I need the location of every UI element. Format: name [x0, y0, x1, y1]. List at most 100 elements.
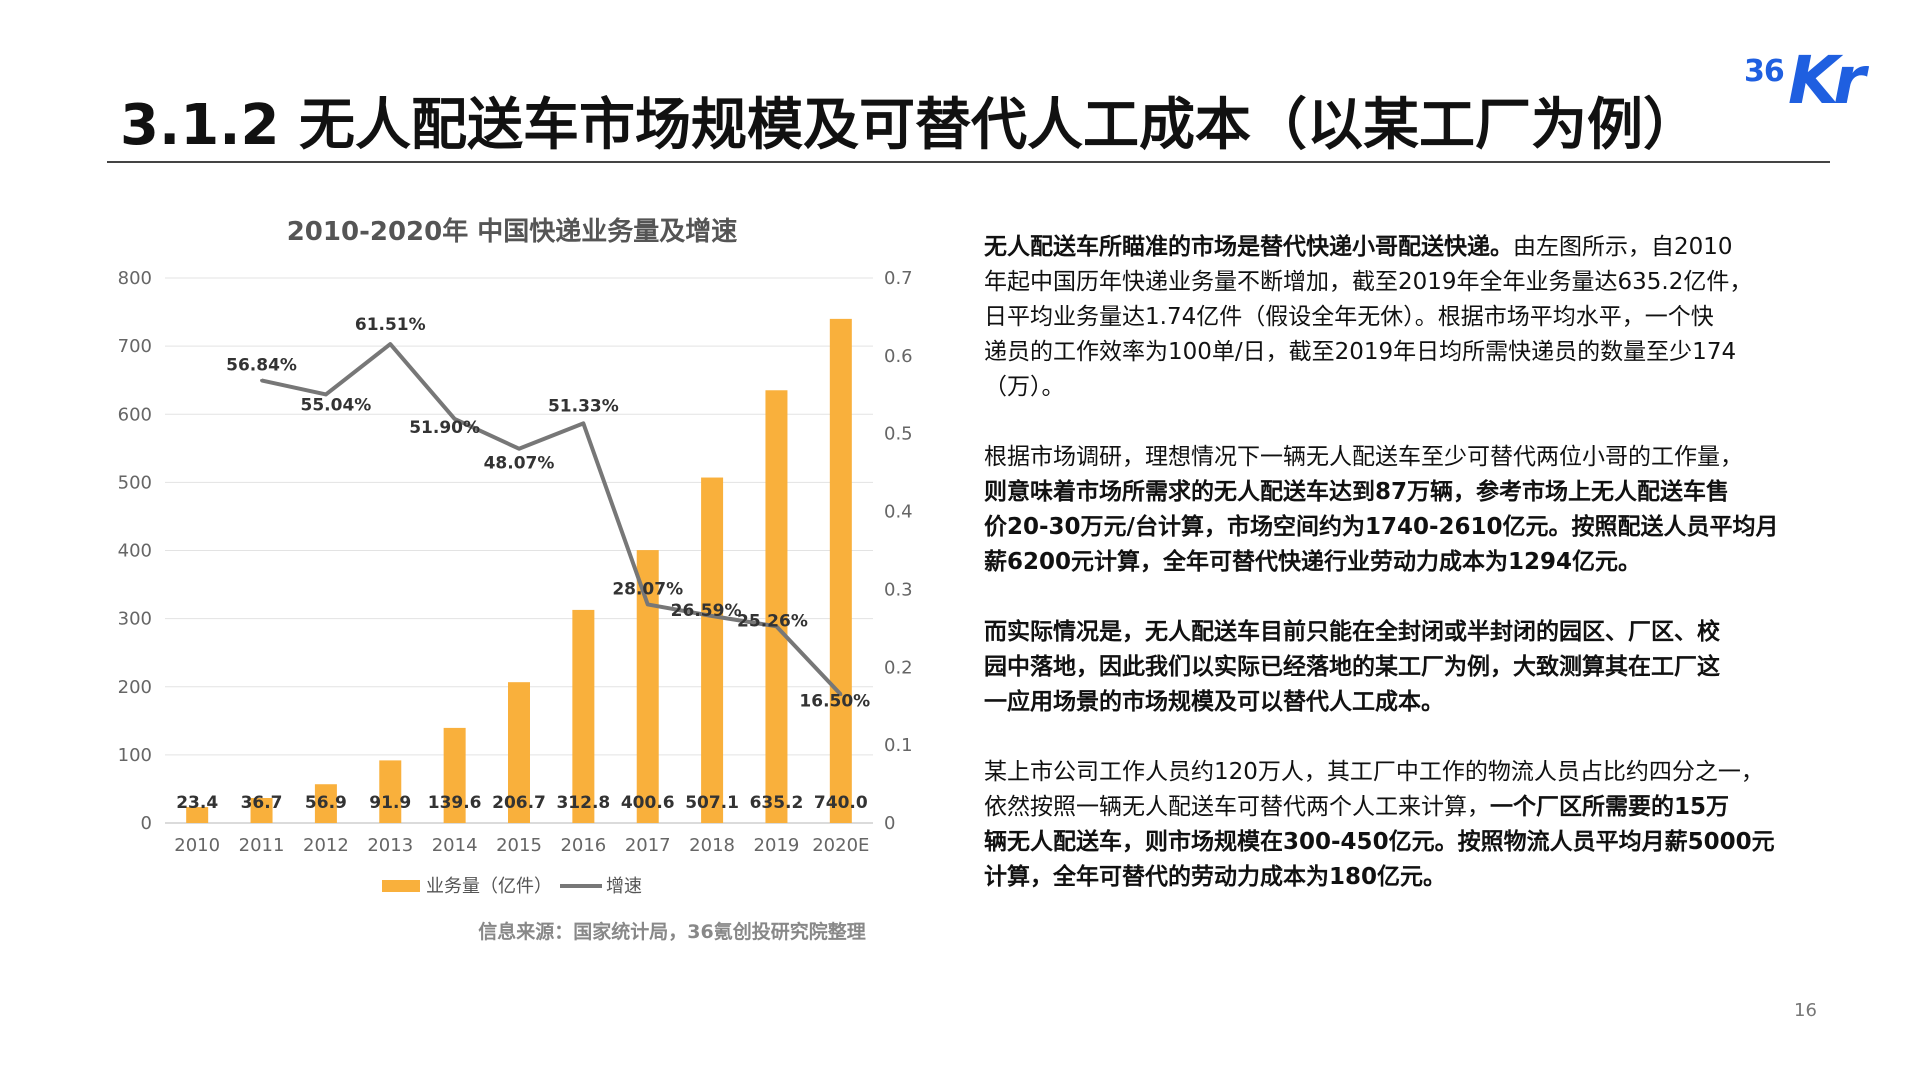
line-series: 56.84%55.04% 61.51% 51.90%48.07% 51.33% 28.0… [226, 315, 870, 711]
growth-value-label: 25.26% [737, 611, 808, 631]
growth-value-label: 56.84% [226, 355, 297, 375]
paragraph-market-lead: 无人配送车所瞄准的市场是替代快递小哥配送快递。 [984, 234, 1513, 260]
bar [636, 550, 659, 823]
bar [701, 477, 724, 823]
page-title: 3.1.2 无人配送车市场规模及可替代人工成本（以某工厂为例） [120, 93, 1699, 158]
growth-value-label: 55.04% [301, 395, 372, 415]
category-label: 2018 [689, 835, 735, 856]
category-label: 2014 [432, 835, 478, 856]
category-label: 2019 [754, 835, 800, 856]
bar [572, 609, 595, 823]
left-tick-label: 400 [118, 541, 152, 562]
chart-legend: 业务量（亿件） 增速 [382, 876, 642, 897]
paragraph-research-bold: 则意味着市场所需求的无人配送车达到87万辆，参考市场上无人配送车售 价20-30… [984, 479, 1779, 575]
right-tick-label: 0.1 [884, 735, 913, 756]
left-tick-label: 0 [141, 813, 152, 834]
category-label: 2017 [625, 835, 671, 856]
category-label: 2011 [239, 835, 285, 856]
bar-value-label: 56.9 [305, 793, 347, 813]
analysis-text: 无人配送车所瞄准的市场是替代快递小哥配送快递。由左图所示，自2010 年起中国历… [984, 230, 1804, 930]
bar-value-label: 507.1 [685, 793, 739, 813]
bar-value-label: 206.7 [492, 793, 546, 813]
right-tick-label: 0.2 [884, 657, 913, 678]
growth-point [388, 342, 392, 346]
left-tick-label: 300 [118, 609, 152, 630]
express-volume-chart: 2010-2020年 中国快递业务量及增速 0 100 200 300 400 500 60… [118, 216, 913, 943]
bar [314, 784, 337, 823]
bar-value-label: 740.0 [814, 793, 868, 813]
bar-value-label: 91.9 [369, 793, 411, 813]
chart-source: 信息来源：国家统计局，36氪创投研究院整理 [478, 920, 865, 943]
paragraph-factory: 某上市公司工作人员约120万人，其工厂中工作的物流人员占比约四分之一， 依然按照… [984, 755, 1804, 895]
bar-value-label: 400.6 [621, 793, 675, 813]
bar-value-label: 36.7 [241, 793, 283, 813]
bar [765, 390, 788, 823]
growth-value-label: 26.59% [671, 601, 742, 621]
growth-point [646, 602, 650, 606]
bar-value-label: 635.2 [750, 793, 804, 813]
right-tick-label: 0.5 [884, 424, 913, 445]
left-tick-label: 500 [118, 472, 152, 493]
category-label: 2010 [174, 835, 220, 856]
growth-point [260, 378, 264, 382]
right-tick-label: 0.3 [884, 579, 913, 600]
left-tick-label: 100 [118, 745, 152, 766]
bar-value-label: 139.6 [428, 793, 482, 813]
left-axis-ticks: 0 100 200 300 400 500 600 700 800 [118, 268, 152, 834]
category-axis: 2010 2011 2012 2013 2014 2015 2016 2017 2018 2019… [174, 835, 869, 856]
category-label: 2016 [560, 835, 606, 856]
growth-line [261, 342, 843, 696]
growth-value-label: 51.90% [409, 418, 480, 438]
left-tick-label: 800 [118, 268, 152, 289]
paragraph-market-rest: 由左图所示，自2010 年起中国历年快递业务量不断增加，截至2019年全年业务量… [984, 234, 1753, 400]
category-label: 2020E [812, 835, 869, 856]
bar [829, 318, 852, 823]
growth-value-label: 51.33% [548, 396, 619, 416]
bar [186, 807, 209, 823]
growth-point [324, 392, 328, 396]
logo-number: 36 [1744, 54, 1785, 89]
right-axis-ticks: 0 0.1 0.2 0.3 0.4 0.5 0.6 0.7 [884, 268, 913, 834]
growth-point [581, 421, 585, 425]
paragraph-research: 根据市场调研，理想情况下一辆无人配送车至少可替代两位小哥的工作量， 则意味着市场… [984, 440, 1804, 580]
page-number: 16 [1794, 1000, 1817, 1021]
right-tick-label: 0.4 [884, 502, 913, 523]
36kr-logo: 36 Kr [1744, 42, 1866, 120]
legend-label-volume: 业务量（亿件） [426, 876, 552, 897]
growth-point [453, 417, 457, 421]
paragraph-market: 无人配送车所瞄准的市场是替代快递小哥配送快递。由左图所示，自2010 年起中国历… [984, 230, 1804, 405]
left-tick-label: 600 [118, 404, 152, 425]
right-tick-label: 0.7 [884, 268, 913, 289]
bar-value-label: 312.8 [556, 793, 610, 813]
category-label: 2012 [303, 835, 349, 856]
growth-point [710, 614, 714, 618]
left-tick-label: 200 [118, 677, 152, 698]
growth-point [839, 693, 843, 697]
logo-letters: Kr [1788, 42, 1866, 119]
paragraph-factory-lead: 某上市公司工作人员约120万人，其工厂中工作的物流人员占比约四分之一， 依然按照… [984, 759, 1764, 820]
growth-point [774, 624, 778, 628]
title-divider [107, 161, 1830, 163]
growth-value-label: 61.51% [355, 315, 426, 335]
growth-value-label: 16.50% [799, 692, 870, 712]
bar [508, 682, 530, 823]
bar [250, 797, 273, 823]
bar-series: 23.4 36.7 56.9 91.9 139.6 206.7 312.8 400.6 507.… [176, 318, 868, 823]
legend-label-growth: 增速 [606, 876, 642, 897]
right-tick-label: 0.6 [884, 346, 913, 367]
category-label: 2015 [496, 835, 542, 856]
growth-point [517, 447, 521, 451]
paragraph-factory-bold: 一个厂区所需要的15万 辆无人配送车，则市场规模在300-450亿元。按照物流人… [984, 794, 1775, 890]
paragraph-research-lead: 根据市场调研，理想情况下一辆无人配送车至少可替代两位小哥的工作量， [984, 444, 1743, 470]
right-tick-label: 0 [884, 813, 895, 834]
category-label: 2013 [367, 835, 413, 856]
chart-title: 2010-2020年 中国快递业务量及增速 [287, 216, 738, 247]
legend-swatch-volume [382, 880, 420, 892]
paragraph-reality: 而实际情况是，无人配送车目前只能在全封闭或半封闭的园区、厂区、校 园中落地，因此… [984, 619, 1720, 715]
left-tick-label: 700 [118, 336, 152, 357]
growth-value-label: 28.07% [612, 579, 683, 599]
bar [379, 760, 402, 823]
growth-value-label: 48.07% [484, 454, 555, 474]
bar-value-label: 23.4 [176, 793, 218, 813]
bar [443, 727, 466, 823]
